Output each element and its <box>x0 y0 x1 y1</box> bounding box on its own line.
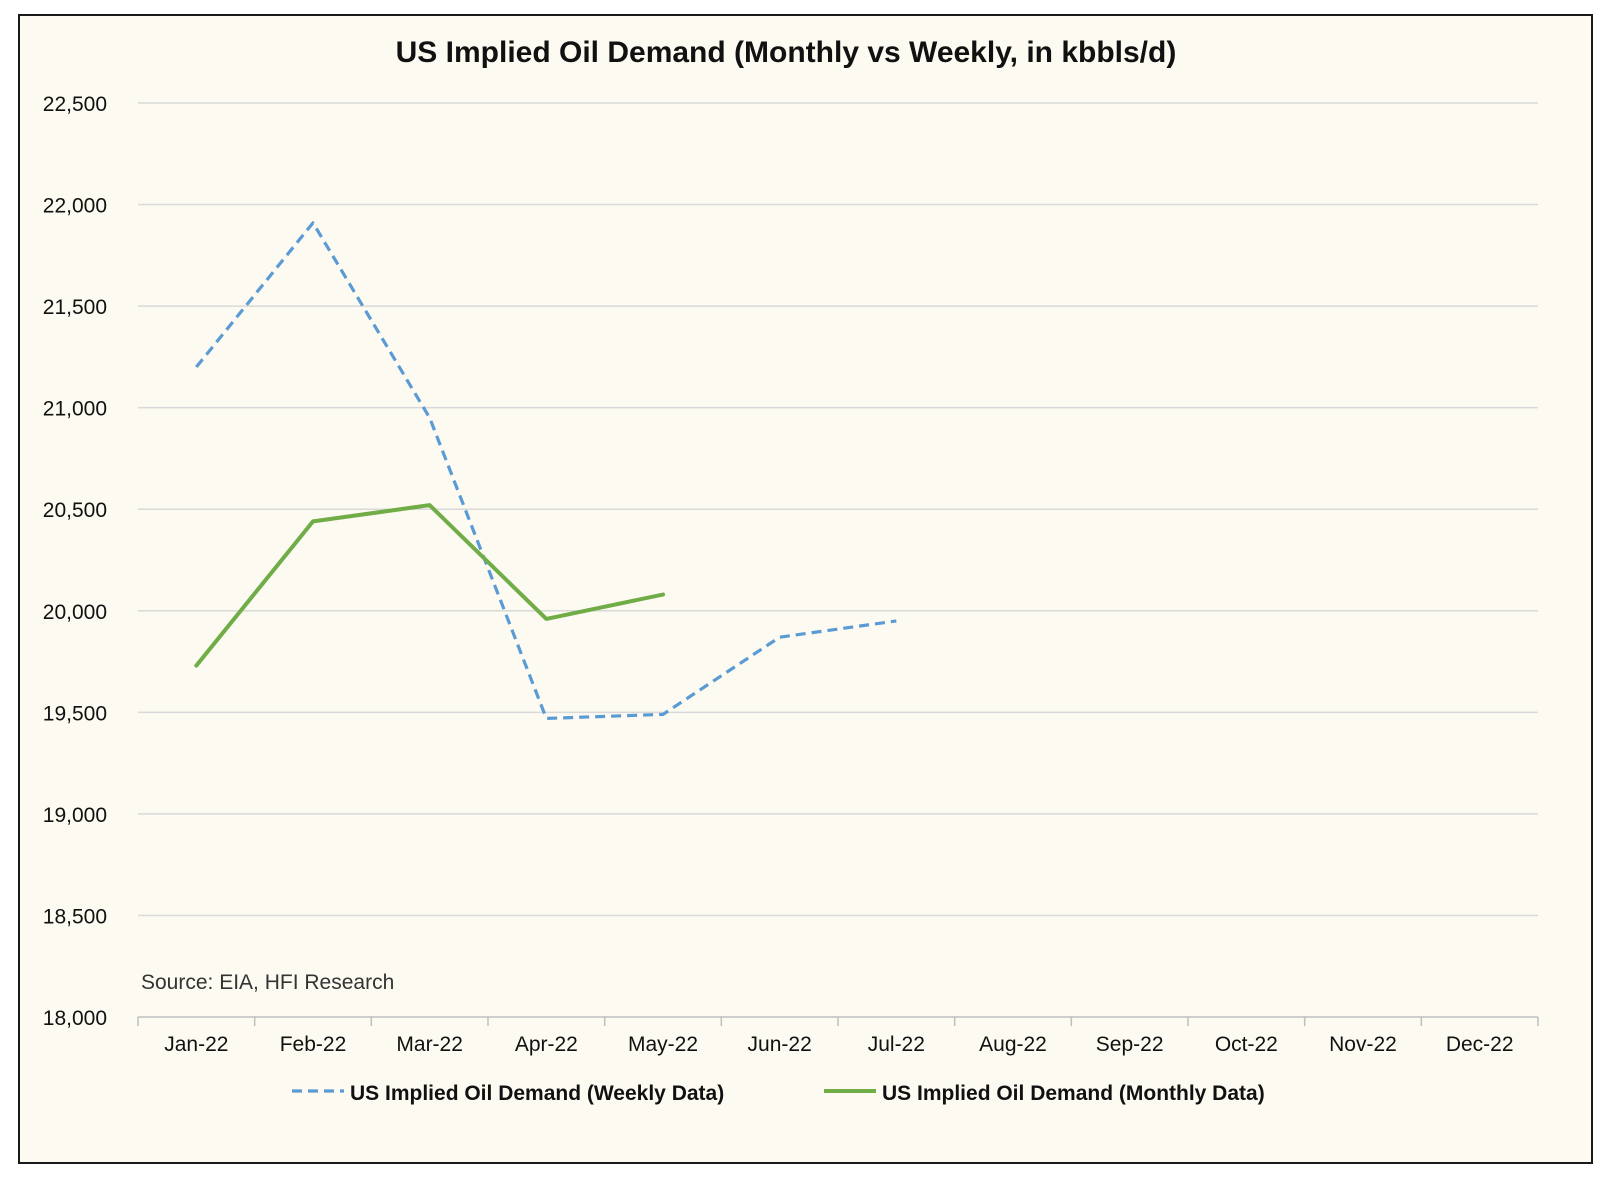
y-axis-tick-labels: 22,500 22,000 21,500 21,000 20,500 20,000 19,5… <box>43 93 107 1030</box>
y-tick-label: 18,500 <box>43 905 107 928</box>
gridlines <box>138 102 1538 917</box>
x-tick-label: Aug-22 <box>979 1033 1047 1056</box>
y-tick-label: 18,000 <box>43 1007 107 1030</box>
x-tick-label: Nov-22 <box>1329 1033 1397 1056</box>
x-tick-label: Feb-22 <box>280 1033 347 1056</box>
y-tick-label: 19,000 <box>43 804 107 827</box>
legend-label: US Implied Oil Demand (Monthly Data) <box>882 1082 1265 1105</box>
x-tick-label: Jul-22 <box>868 1033 925 1056</box>
series-lines <box>194 221 897 721</box>
series-line-monthly <box>194 503 665 668</box>
chart-frame <box>18 14 1593 1164</box>
x-tick-label: May-22 <box>628 1033 698 1056</box>
x-tick-label: Jun-22 <box>748 1033 812 1056</box>
legend-label: US Implied Oil Demand (Weekly Data) <box>350 1082 724 1105</box>
y-tick-label: 22,500 <box>43 93 107 116</box>
y-tick-label: 20,000 <box>43 601 107 624</box>
x-tick-label: Dec-22 <box>1446 1033 1514 1056</box>
x-tick-label: Oct-22 <box>1215 1033 1278 1056</box>
y-tick-label: 22,000 <box>43 195 107 218</box>
x-tick-label: Jan-22 <box>164 1033 228 1056</box>
series-line-weekly <box>195 221 897 721</box>
y-tick-label: 21,000 <box>43 398 107 421</box>
x-axis <box>137 1016 1539 1026</box>
y-tick-label: 20,500 <box>43 499 107 522</box>
legend: US Implied Oil Demand (Weekly Data) US Im… <box>292 1082 1265 1105</box>
x-tick-label: Sep-22 <box>1096 1033 1164 1056</box>
x-tick-label: Apr-22 <box>515 1033 578 1056</box>
y-tick-label: 19,500 <box>43 702 107 725</box>
x-tick-label: Mar-22 <box>396 1033 463 1056</box>
source-annotation: Source: EIA, HFI Research <box>141 971 394 994</box>
x-axis-tick-labels: Jan-22 Feb-22 Mar-22 Apr-22 May-22 Jun-22 Jul-… <box>164 1033 1513 1056</box>
chart-title: US Implied Oil Demand (Monthly vs Weekly… <box>396 36 1177 69</box>
y-tick-label: 21,500 <box>43 296 107 319</box>
